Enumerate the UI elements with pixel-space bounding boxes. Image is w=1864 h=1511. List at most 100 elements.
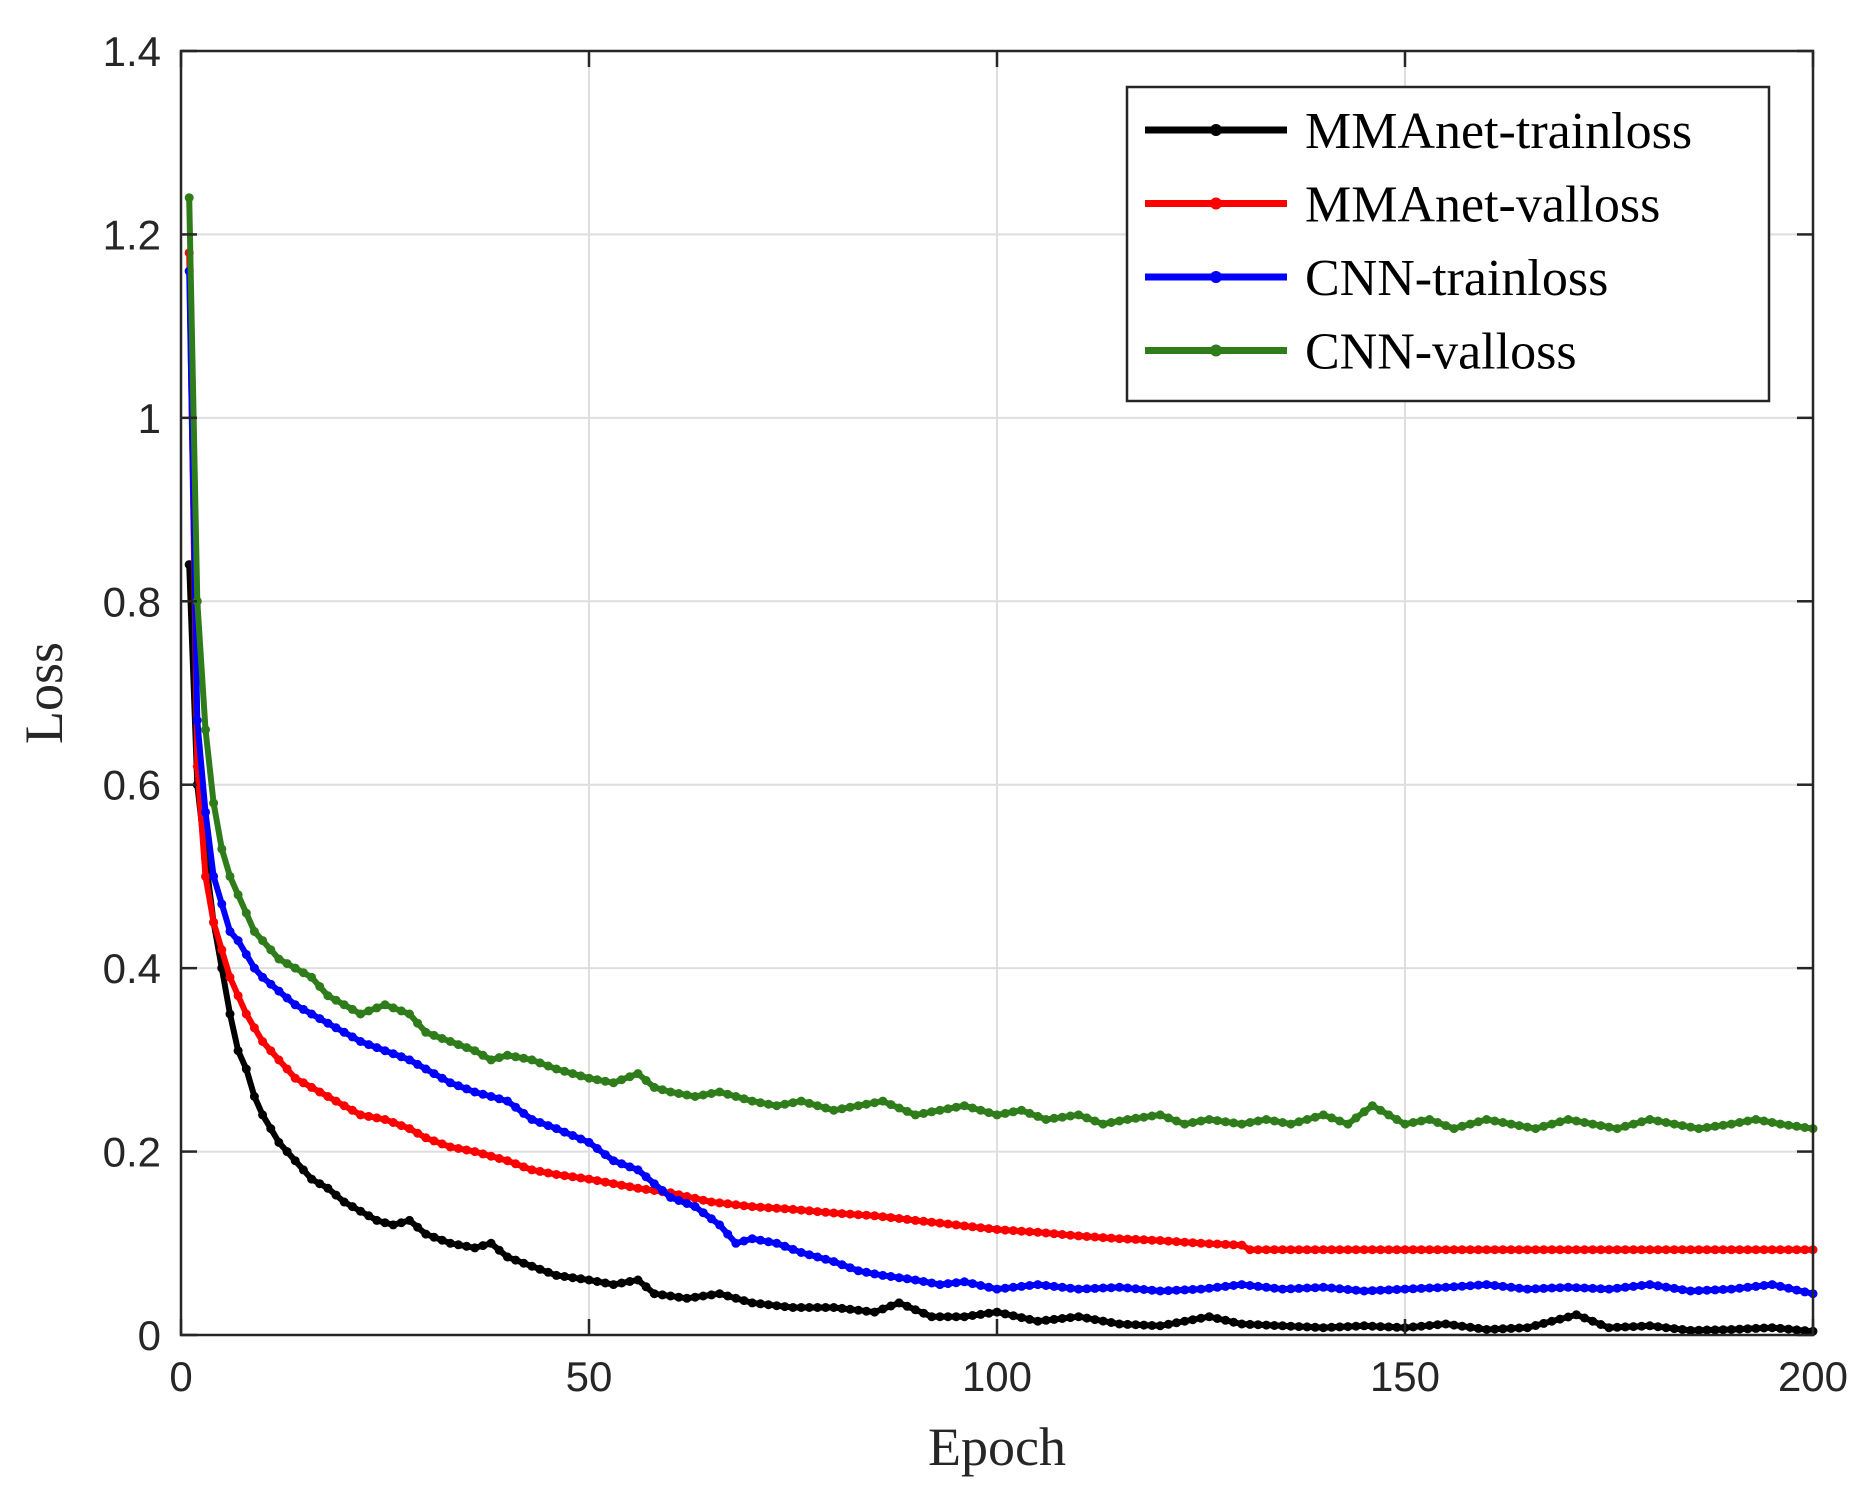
data-point [1718, 1120, 1728, 1130]
data-point [298, 1078, 308, 1088]
data-point [690, 1202, 700, 1212]
data-point [1792, 1285, 1802, 1295]
data-point [1669, 1324, 1679, 1334]
data-point [347, 1202, 357, 1212]
data-point [1743, 1282, 1753, 1292]
data-point [551, 1064, 561, 1074]
data-point [1343, 1322, 1353, 1332]
data-point [600, 1150, 610, 1160]
data-point [364, 1006, 374, 1016]
data-point [241, 949, 251, 959]
data-point [1596, 1284, 1606, 1294]
data-point [470, 1147, 480, 1157]
data-point [1098, 1233, 1108, 1243]
data-point [1498, 1118, 1508, 1127]
data-point [1490, 1324, 1500, 1334]
data-point [323, 1183, 333, 1193]
data-point [1180, 1316, 1190, 1326]
data-point [1286, 1119, 1296, 1129]
data-point [690, 1193, 700, 1203]
data-point [413, 1128, 423, 1138]
data-point [1196, 1116, 1206, 1126]
data-point [927, 1107, 937, 1117]
data-point [535, 1264, 545, 1274]
data-point [1327, 1283, 1337, 1293]
data-point [1351, 1285, 1361, 1295]
data-point [1384, 1110, 1394, 1120]
data-point [1751, 1281, 1761, 1291]
data-point [886, 1301, 896, 1311]
data-point [886, 1213, 896, 1223]
data-point [1735, 1283, 1745, 1293]
legend-marker [1210, 271, 1222, 283]
data-point [258, 1037, 268, 1046]
data-point [706, 1214, 716, 1224]
data-point [584, 1174, 594, 1184]
data-point [739, 1094, 749, 1104]
data-point [1335, 1284, 1345, 1294]
data-point [396, 1218, 406, 1228]
data-point [657, 1186, 667, 1195]
data-point [1049, 1229, 1059, 1239]
data-point [1392, 1285, 1402, 1294]
data-point [731, 1238, 741, 1248]
data-point [788, 1244, 798, 1254]
data-point [1025, 1281, 1035, 1290]
data-point [527, 1115, 537, 1124]
data-point [690, 1292, 700, 1302]
data-point [1571, 1116, 1581, 1126]
data-point [1726, 1245, 1736, 1255]
data-point [1571, 1245, 1581, 1255]
data-point [1196, 1313, 1206, 1323]
data-point [1359, 1321, 1369, 1331]
data-point [1286, 1245, 1296, 1255]
data-point [723, 1199, 733, 1209]
data-point [372, 1043, 382, 1053]
data-point [1376, 1105, 1385, 1115]
data-point [853, 1266, 863, 1276]
data-point [1637, 1245, 1647, 1255]
data-point [1245, 1281, 1255, 1290]
data-point [1376, 1245, 1385, 1255]
data-point [1425, 1245, 1434, 1255]
data-point [1718, 1245, 1728, 1255]
data-point [437, 1139, 447, 1149]
data-point [821, 1103, 831, 1113]
data-point [1335, 1116, 1345, 1126]
series-MMAnet-valloss [184, 248, 1818, 1255]
data-point [225, 871, 235, 881]
data-point [1596, 1320, 1606, 1329]
data-point [486, 1055, 496, 1065]
data-point [788, 1098, 798, 1108]
data-point [1212, 1239, 1222, 1249]
data-point [233, 1046, 243, 1056]
data-point [1106, 1283, 1116, 1293]
data-point [1318, 1282, 1328, 1292]
data-point [1588, 1283, 1598, 1293]
data-point [870, 1211, 880, 1221]
data-point [192, 716, 202, 725]
data-point [405, 1215, 414, 1225]
data-point [543, 1267, 553, 1277]
data-point [339, 1000, 349, 1010]
data-point [1237, 1280, 1247, 1290]
data-point [568, 1069, 578, 1079]
data-point [1221, 1239, 1230, 1249]
data-point [1139, 1285, 1149, 1294]
data-point [323, 1018, 333, 1028]
legend-label: CNN-valloss [1305, 324, 1577, 381]
data-point [331, 1096, 341, 1106]
data-point [878, 1304, 888, 1314]
data-point [1473, 1280, 1483, 1290]
data-point [1759, 1323, 1769, 1333]
data-point [1620, 1322, 1630, 1332]
data-point [845, 1304, 855, 1314]
data-point [804, 1250, 814, 1260]
data-point [1800, 1123, 1810, 1132]
data-point [625, 1072, 635, 1082]
data-point [1008, 1282, 1018, 1292]
data-point [1253, 1245, 1263, 1255]
data-point [347, 1032, 357, 1042]
data-point [1506, 1245, 1516, 1255]
data-point [1196, 1238, 1206, 1248]
